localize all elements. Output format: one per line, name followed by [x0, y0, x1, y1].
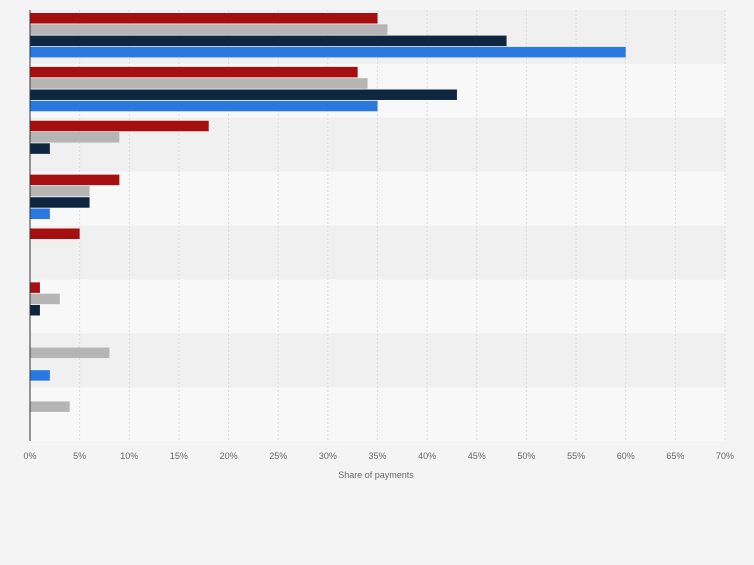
x-tick-label: 30%: [319, 451, 337, 461]
x-tick-label: 15%: [170, 451, 188, 461]
x-tick-labels: 0% 5% 10% 15% 20% 25% 30% 35% 40% 45% 50% 55% 60% 65%…: [23, 451, 734, 461]
bar: [30, 282, 40, 293]
bar: [30, 78, 368, 89]
bar: [30, 174, 120, 186]
x-tick-label: 10%: [120, 451, 138, 461]
x-tick-label: 65%: [666, 451, 684, 461]
x-tick-label: 35%: [368, 451, 386, 461]
x-tick-label: 60%: [617, 451, 635, 461]
x-tick-label: 40%: [418, 451, 436, 461]
x-tick-label: 55%: [567, 451, 585, 461]
bar: [30, 197, 90, 208]
bar: [30, 143, 50, 154]
bar: [30, 347, 110, 359]
x-tick-label: 20%: [220, 451, 238, 461]
bar: [30, 185, 90, 197]
x-axis-label: Share of payments: [338, 470, 414, 480]
x-tick-label: 70%: [716, 451, 734, 461]
bar: [30, 35, 507, 47]
x-tick-label: 0%: [23, 451, 36, 461]
bar: [30, 208, 50, 220]
bar: [30, 89, 457, 100]
bar: [30, 370, 50, 381]
bar: [30, 293, 60, 305]
bars: [30, 13, 626, 412]
bar: [30, 46, 626, 58]
bar: [30, 132, 120, 143]
bar: [30, 120, 209, 132]
bar: [30, 24, 388, 35]
x-tick-label: 45%: [468, 451, 486, 461]
bar: [30, 66, 358, 78]
x-tick-label: 25%: [269, 451, 287, 461]
bar: [30, 228, 80, 239]
bar: [30, 401, 70, 412]
bar: [30, 13, 378, 24]
bar: [30, 100, 378, 112]
x-tick-label: 50%: [517, 451, 535, 461]
x-tick-label: 5%: [73, 451, 86, 461]
bar: [30, 304, 40, 316]
